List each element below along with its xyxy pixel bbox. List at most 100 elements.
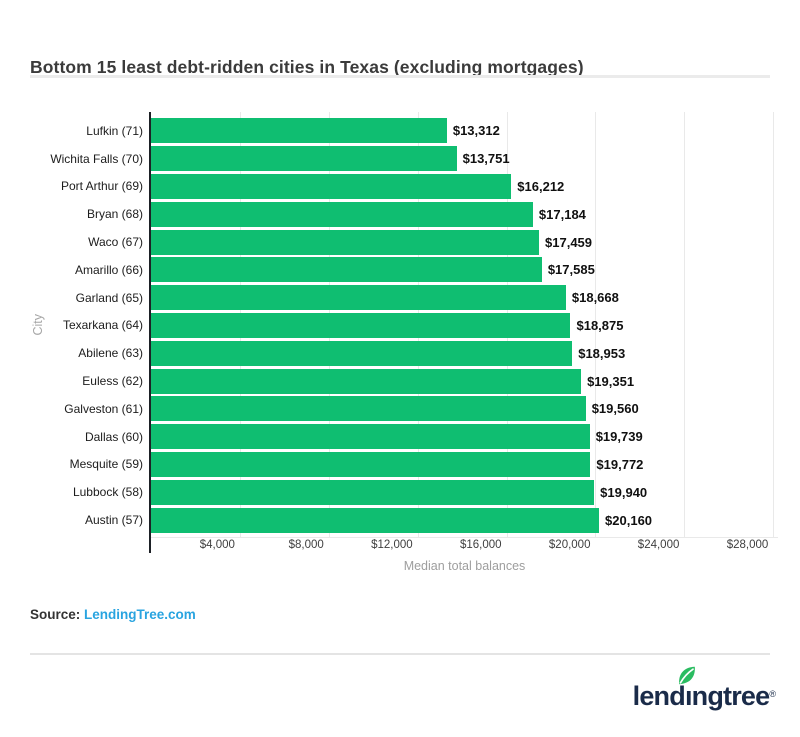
title-divider: [30, 75, 770, 78]
bar-zone: $13,312: [151, 118, 778, 144]
bar: [151, 201, 533, 227]
bar-zone: $18,875: [151, 312, 778, 338]
value-label: $19,940: [600, 484, 648, 500]
logo-letter-i: ı: [679, 666, 696, 711]
source-line: Source: LendingTree.com: [30, 607, 196, 622]
x-tick-label: $4,000: [199, 539, 235, 551]
city-label: Garland (65): [75, 290, 143, 305]
value-label: $13,312: [452, 123, 500, 139]
bar: [151, 118, 447, 144]
value-label: $18,953: [578, 345, 626, 361]
source-label: Source:: [30, 607, 81, 622]
city-label: Bryan (68): [86, 207, 143, 222]
bar: [151, 368, 582, 394]
bar: [151, 479, 595, 505]
bar-zone: $16,212: [151, 173, 778, 199]
bar: [151, 340, 573, 366]
bar-zone: $19,940: [151, 479, 778, 505]
bar-row: Austin (57) $20,160: [0, 506, 800, 534]
bar-chart: City Lufkin (71) $13,312 Wichita Falls (70…: [0, 95, 800, 580]
bar-zone: $18,953: [151, 340, 778, 366]
gridline: [773, 112, 775, 537]
value-label: $19,739: [595, 429, 643, 445]
bar-row: Port Arthur (69) $16,212: [0, 173, 800, 201]
bar-row: Texarkana (64) $18,875: [0, 312, 800, 340]
bar-zone: $19,351: [151, 368, 778, 394]
bar-row: Abilene (63) $18,953: [0, 339, 800, 367]
bar-row: Wichita Falls (70) $13,751: [0, 145, 800, 173]
bar-zone: $13,751: [151, 146, 778, 172]
bar-row: Galveston (61) $19,560: [0, 395, 800, 423]
footer-divider: [30, 653, 770, 655]
bar-row: Amarillo (66) $17,585: [0, 256, 800, 284]
city-label: Texarkana (64): [62, 318, 143, 333]
bar-zone: $17,184: [151, 201, 778, 227]
x-tick-label: $24,000: [637, 539, 680, 551]
bar-row: Lufkin (71) $13,312: [0, 117, 800, 145]
bar: [151, 173, 512, 199]
bar-zone: $19,560: [151, 396, 778, 422]
bar: [151, 146, 457, 172]
x-tick-label: $12,000: [371, 539, 413, 551]
city-label: Abilene (63): [78, 346, 143, 361]
value-label: $16,212: [517, 178, 565, 194]
bar-zone: $19,772: [151, 451, 778, 477]
source-link[interactable]: LendingTree.com: [84, 607, 196, 622]
value-label: $18,668: [571, 290, 619, 306]
value-label: $19,351: [587, 373, 635, 389]
leaf-icon: [679, 666, 696, 685]
bar-row: Bryan (68) $17,184: [0, 200, 800, 228]
bar: [151, 507, 600, 533]
logo-text-left: lend: [632, 681, 686, 711]
gridline: [684, 112, 686, 537]
bar-row: Waco (67) $17,459: [0, 228, 800, 256]
bar-zone: $17,459: [151, 229, 778, 255]
city-label: Euless (62): [82, 374, 143, 389]
city-label: Lubbock (58): [72, 485, 143, 500]
x-ticks: $4,000 $8,000 $12,000 $16,000 $20,000 $24,000…: [151, 539, 778, 555]
city-label: Port Arthur (69): [60, 179, 143, 194]
value-label: $18,875: [576, 317, 624, 333]
city-label: Dallas (60): [84, 429, 143, 444]
bar-row: Euless (62) $19,351: [0, 367, 800, 395]
city-label: Mesquite (59): [69, 457, 143, 472]
bar-row: Garland (65) $18,668: [0, 284, 800, 312]
bar-row: Dallas (60) $19,739: [0, 423, 800, 451]
city-label: Amarillo (66): [74, 262, 143, 277]
x-tick-label: $28,000: [726, 539, 769, 551]
bar-zone: $18,668: [151, 285, 778, 311]
city-label: Lufkin (71): [86, 123, 143, 138]
value-label: $19,772: [596, 456, 644, 472]
city-label: Galveston (61): [64, 401, 143, 416]
y-axis-line: [149, 112, 151, 553]
value-label: $17,459: [545, 234, 593, 250]
registered-mark: ®: [769, 689, 776, 699]
value-label: $13,751: [462, 151, 510, 167]
x-axis-title: Median total balances: [403, 559, 526, 573]
bar: [151, 451, 591, 477]
bar-zone: $19,739: [151, 424, 778, 450]
bar-zone: $20,160: [151, 507, 778, 533]
bar-row: Mesquite (59) $19,772: [0, 451, 800, 479]
gridline: [595, 112, 597, 537]
bar-rows: Lufkin (71) $13,312 Wichita Falls (70) $13,…: [0, 117, 800, 534]
lendingtree-logo[interactable]: lend ıngtree®: [633, 666, 776, 710]
value-label: $17,585: [547, 262, 595, 278]
logo-text-right: ngtree: [691, 681, 771, 711]
x-tick-label: $8,000: [288, 539, 324, 551]
bar-zone: $17,585: [151, 257, 778, 283]
bar: [151, 312, 571, 338]
value-label: $17,184: [538, 206, 586, 222]
city-label: Wichita Falls (70): [50, 151, 143, 166]
bar-row: Lubbock (58) $19,940: [0, 478, 800, 506]
bar: [151, 257, 542, 283]
bar: [151, 285, 566, 311]
city-label: Waco (67): [88, 235, 143, 250]
x-tick-label: $20,000: [548, 539, 591, 551]
x-tick-label: $16,000: [460, 539, 502, 551]
city-label: Austin (57): [84, 513, 143, 528]
bar: [151, 229, 540, 255]
page-title: Bottom 15 least debt-ridden cities in Te…: [30, 56, 584, 77]
bar: [151, 424, 590, 450]
